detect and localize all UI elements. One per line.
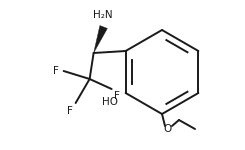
Text: HO: HO [102,97,118,107]
Text: F: F [67,106,73,116]
Text: F: F [114,91,120,101]
Text: O: O [163,124,171,134]
Text: F: F [53,66,59,76]
Polygon shape [94,26,107,53]
Text: H₂N: H₂N [93,10,112,20]
